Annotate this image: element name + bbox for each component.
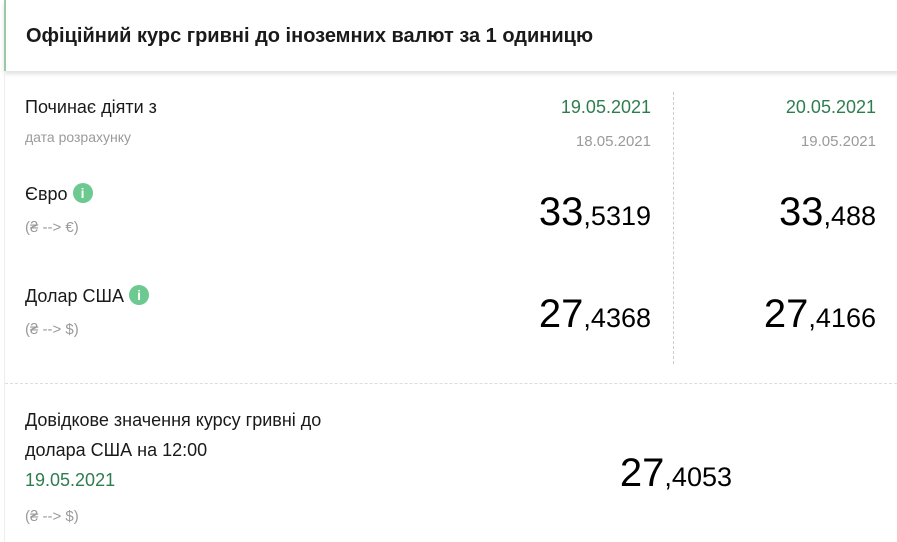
rate-frac: ,4368	[583, 303, 651, 333]
effective-label: Починає діяти з	[25, 97, 157, 117]
reference-value: 27,4053	[620, 451, 732, 496]
effective-date-2: 20.05.2021	[785, 97, 876, 117]
rate-value: 33,488	[779, 190, 876, 235]
section-divider	[5, 383, 897, 384]
rate-frac: ,4166	[808, 303, 876, 333]
header	[4, 0, 897, 71]
rate-int: 27	[619, 451, 665, 495]
rate-int: 27	[538, 292, 584, 336]
rate-int: 33	[538, 190, 584, 234]
reference-date: 19.05.2021	[25, 470, 116, 490]
currency-direction: (₴ --> $)	[25, 321, 79, 338]
currency-usd: Долар США i	[25, 285, 150, 307]
currency-name: Євро	[25, 184, 68, 204]
rate-int: 33	[778, 190, 824, 234]
rate-frac: ,488	[823, 201, 876, 231]
page-title: Офіційний курс гривні до іноземних валют…	[26, 25, 594, 47]
info-icon[interactable]: i	[72, 183, 93, 203]
rate-int: 27	[763, 292, 809, 336]
rate-value: 27,4166	[764, 292, 876, 337]
rate-value: 33,5319	[539, 190, 651, 235]
effective-date-1: 19.05.2021	[560, 97, 651, 117]
calc-date-2: 19.05.2021	[800, 133, 876, 150]
calc-date-label: дата розрахунку	[25, 129, 131, 145]
reference-line2: долара США на 12:00	[25, 440, 208, 460]
currency-direction: (₴ --> €)	[25, 219, 79, 236]
column-divider	[673, 92, 674, 364]
currency-name: Долар США	[25, 286, 125, 306]
rates-panel	[4, 73, 897, 542]
calc-date-1: 18.05.2021	[575, 133, 651, 150]
reference-direction: (₴ --> $)	[25, 508, 79, 525]
info-icon[interactable]: i	[129, 285, 150, 305]
rate-frac: ,4053	[664, 462, 732, 492]
rate-frac: ,5319	[583, 201, 651, 231]
reference-line1: Довідкове значення курсу гривні до	[25, 410, 322, 430]
rate-value: 27,4368	[539, 292, 651, 337]
currency-euro: Євро i	[25, 183, 93, 205]
